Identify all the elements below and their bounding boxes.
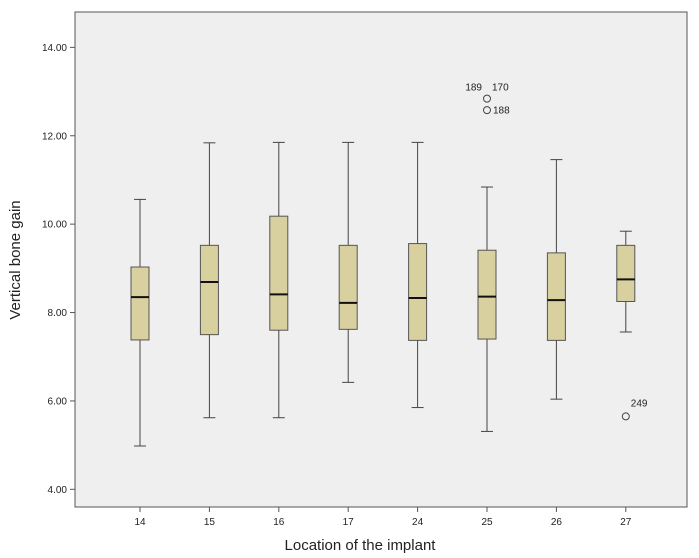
x-axis-title: Location of the implant bbox=[285, 537, 437, 554]
box-25 bbox=[477, 186, 497, 432]
outlier-label: 249 bbox=[631, 398, 648, 409]
y-tick-label: 12.00 bbox=[42, 131, 67, 142]
outlier-point bbox=[483, 106, 491, 115]
x-tick-label: 24 bbox=[412, 517, 424, 528]
boxes-layer bbox=[130, 141, 636, 447]
plot-background bbox=[74, 11, 688, 508]
y-tick-label: 6.00 bbox=[48, 396, 68, 407]
box-26 bbox=[546, 159, 566, 400]
x-tick-label: 26 bbox=[551, 517, 563, 528]
y-axis: 4.00 6.00 8.00 10.00 12.00 14.00 bbox=[42, 43, 75, 496]
box-iqr bbox=[408, 243, 428, 341]
x-tick-label: 16 bbox=[273, 517, 285, 528]
box-27 bbox=[616, 230, 636, 333]
x-tick-label: 15 bbox=[204, 517, 216, 528]
box-iqr bbox=[616, 244, 636, 302]
box-iqr bbox=[338, 244, 358, 330]
box-16 bbox=[269, 141, 289, 419]
y-tick-label: 14.00 bbox=[42, 43, 67, 54]
outliers-layer: 189 170 188 249 bbox=[465, 83, 648, 421]
outlier-label: 189 bbox=[465, 83, 482, 94]
x-tick-label: 17 bbox=[343, 517, 355, 528]
outlier-point bbox=[621, 412, 630, 421]
box-17 bbox=[338, 141, 358, 383]
x-tick-label: 25 bbox=[481, 517, 493, 528]
box-iqr bbox=[269, 215, 289, 331]
box-iqr bbox=[130, 266, 150, 341]
y-tick-label: 4.00 bbox=[48, 485, 68, 496]
y-tick-label: 8.00 bbox=[48, 308, 68, 319]
box-14 bbox=[130, 198, 150, 447]
outlier-label: 188 bbox=[493, 106, 510, 117]
outlier-point bbox=[483, 94, 491, 103]
box-iqr bbox=[477, 249, 497, 340]
box-iqr bbox=[199, 244, 219, 336]
box-24 bbox=[408, 141, 428, 409]
x-tick-label: 14 bbox=[134, 517, 146, 528]
y-tick-label: 10.00 bbox=[42, 220, 67, 231]
box-iqr bbox=[546, 252, 566, 341]
box-15 bbox=[199, 142, 219, 419]
x-axis: 14 15 16 17 24 25 26 27 bbox=[134, 507, 632, 528]
y-axis-title: Vertical bone gain bbox=[7, 200, 24, 319]
x-tick-label: 27 bbox=[620, 517, 632, 528]
outlier-label: 170 bbox=[492, 83, 509, 94]
